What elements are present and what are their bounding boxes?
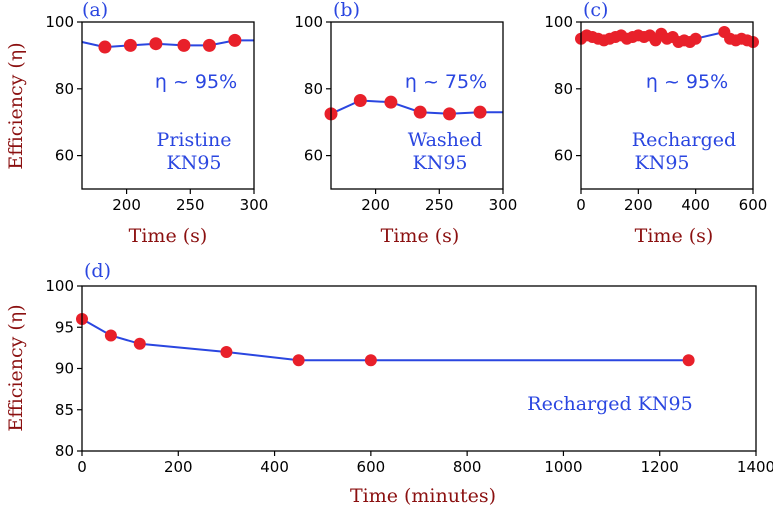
panel-c-y-ticks: 60 80 100 — [544, 13, 581, 165]
panel-d-x-tick-label: 0 — [77, 458, 87, 476]
panel-b-data-point — [413, 105, 427, 119]
panel-a-frame — [81, 21, 255, 190]
panel-b-data-point — [384, 95, 398, 109]
panel-d-plot — [76, 313, 695, 367]
panel-c-label-line2: KN95 — [635, 152, 690, 174]
panel-a-data-point — [202, 38, 216, 52]
panel-a-label-line1: Pristine — [157, 129, 232, 151]
panel-a-plot — [81, 33, 254, 54]
panel-d-x-tick-label: 1400 — [737, 458, 773, 476]
panel-b-y-tick-label: 60 — [304, 147, 323, 165]
panel-b-y-tick-label: 80 — [304, 80, 323, 98]
panel-a-y-ticks: 60 80 100 — [45, 13, 82, 165]
panel-c-y-tick-label: 100 — [544, 13, 573, 31]
panel-c-x-label: Time (s) — [635, 225, 714, 247]
panel-b-data-point — [473, 105, 487, 119]
panel-d-data-point — [220, 346, 233, 358]
panel-c-x-tick-label: 200 — [624, 196, 653, 214]
panel-b-y-ticks: 60 80 100 — [294, 13, 331, 165]
panel-a-x-tick-label: 250 — [176, 196, 205, 214]
panel-c-x-tick-label: 0 — [576, 196, 586, 214]
panel-d-x-tick-label: 400 — [260, 458, 289, 476]
panel-a-y-tick-label: 100 — [45, 13, 74, 31]
panel-a-label-line2: KN95 — [167, 152, 222, 174]
panel-a: (a) 200 250 300 60 80 100 Time (s) η ~ 95% P… — [45, 0, 268, 247]
panel-d-data-point — [364, 354, 377, 367]
panel-c-plot — [575, 26, 759, 49]
panel-d-data-point — [682, 354, 695, 367]
panel-d-y-tick-label: 100 — [45, 277, 74, 295]
panel-c-x-ticks: 0 200 400 600 — [576, 189, 767, 214]
panel-a-x-label: Time (s) — [129, 225, 208, 247]
panel-b-x-tick-label: 200 — [361, 196, 390, 214]
panel-c-y-tick-label: 80 — [554, 80, 573, 98]
panel-c-x-tick-label: 600 — [739, 196, 768, 214]
panel-d: (d) 0 200 400 600 800 1000 1200 1400 80 85 90 95 10… — [5, 260, 773, 507]
panel-c-efficiency-note: η ~ 95% — [646, 71, 728, 93]
panel-d-y-ticks: 80 85 90 95 100 — [45, 277, 82, 460]
panel-d-data-point — [104, 329, 117, 342]
panel-b-x-tick-label: 300 — [489, 196, 518, 214]
panel-d-frame — [81, 285, 757, 452]
panel-b: (b) 200 250 300 60 80 100 Time (s) η ~ 75% W… — [294, 0, 517, 247]
panel-b-plot — [324, 93, 503, 121]
panel-b-tag: (b) — [333, 0, 360, 21]
panel-b-frame — [330, 21, 504, 190]
panel-d-label: Recharged KN95 — [527, 393, 692, 415]
panel-d-y-tick-label: 80 — [55, 442, 74, 460]
panel-d-data-point — [292, 354, 305, 367]
panel-a-data-point — [149, 37, 163, 51]
panel-b-y-tick-label: 100 — [294, 13, 323, 31]
panel-b-data-point — [353, 93, 367, 107]
panel-d-y-tick-label: 90 — [55, 360, 74, 378]
panel-d-series-line — [81, 318, 689, 362]
panel-d-x-tick-label: 800 — [453, 458, 482, 476]
panel-a-x-tick-label: 200 — [112, 196, 141, 214]
panel-c-frame — [580, 21, 754, 190]
panel-d-x-tick-label: 600 — [357, 458, 386, 476]
panel-d-x-ticks: 0 200 400 600 800 1000 1200 1400 — [77, 451, 773, 476]
panel-c-y-tick-label: 60 — [554, 147, 573, 165]
panel-d-x-tick-label: 1200 — [641, 458, 679, 476]
panel-d-tag: (d) — [84, 260, 111, 282]
panel-a-y-tick-label: 80 — [55, 80, 74, 98]
panel-a-data-point — [228, 33, 242, 47]
panel-c-label-line1: Recharged — [632, 129, 736, 151]
panel-a-data-point — [98, 40, 112, 54]
panel-d-y-tick-label: 95 — [55, 318, 74, 336]
panel-a-x-ticks: 200 250 300 — [112, 189, 268, 214]
panel-b-data-point — [442, 107, 456, 121]
panel-d-data-point — [133, 337, 146, 350]
panel-a-data-point — [177, 38, 191, 52]
panel-a-x-tick-label: 300 — [240, 196, 269, 214]
panel-c-x-tick-label: 400 — [681, 196, 710, 214]
panel-c-data-point — [689, 32, 702, 45]
panel-b-label-line2: KN95 — [413, 152, 468, 174]
panel-a-tag: (a) — [82, 0, 108, 21]
panel-b-label-line1: Washed — [408, 129, 483, 151]
panel-c-tag: (c) — [583, 0, 608, 21]
panel-d-x-tick-label: 200 — [164, 458, 193, 476]
panel-b-efficiency-note: η ~ 75% — [405, 71, 487, 93]
panel-d-y-label: Efficiency (η) — [5, 304, 27, 431]
panel-d-x-tick-label: 1000 — [544, 458, 582, 476]
panel-a-y-tick-label: 60 — [55, 147, 74, 165]
panel-a-efficiency-note: η ~ 95% — [155, 71, 237, 93]
top-row-y-label: Efficiency (η) — [5, 42, 27, 169]
panel-d-y-tick-label: 85 — [55, 401, 74, 419]
panel-d-x-label: Time (minutes) — [350, 485, 496, 507]
panel-a-data-point — [123, 38, 137, 52]
panel-b-x-label: Time (s) — [381, 225, 460, 247]
panel-b-x-ticks: 200 250 300 — [361, 189, 517, 214]
panel-b-x-tick-label: 250 — [425, 196, 454, 214]
